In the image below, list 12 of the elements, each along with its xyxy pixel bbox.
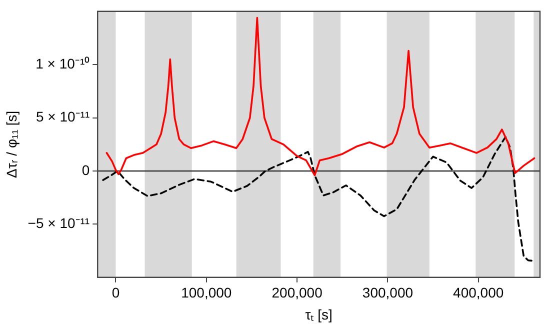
y-tick-label: −5 × 10⁻¹¹: [28, 215, 90, 232]
x-axis-title: τₜ [s]: [305, 306, 332, 322]
x-tick-label: 300,000: [362, 284, 414, 301]
y-tick-label: 1 × 10⁻¹⁰: [36, 55, 90, 72]
line-series: [102, 136, 536, 262]
x-tick-label: 400,000: [453, 284, 504, 301]
x-tick-label: 200,000: [272, 284, 323, 301]
y-tick-label: 0: [82, 162, 90, 178]
x-tick-label: 0: [112, 284, 120, 301]
x-tick-label: 100,000: [181, 284, 232, 301]
y-tick-label: 5 × 10⁻¹¹: [36, 108, 90, 125]
y-axis-title: Δτᵣ / φ₁₁ [s]: [3, 110, 20, 178]
